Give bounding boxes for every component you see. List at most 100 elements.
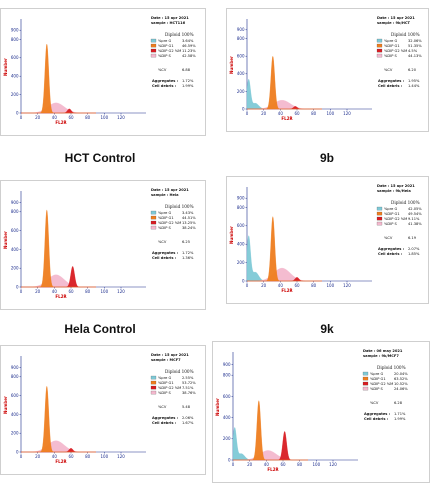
legend-value: 3.43% xyxy=(182,211,194,215)
legend-value: 46.59% xyxy=(182,44,196,48)
legend-value: 44.51% xyxy=(182,216,196,220)
model-text: Diploid 100% xyxy=(165,32,194,37)
legend-swatch xyxy=(362,371,369,376)
y-axis-label: Number xyxy=(3,396,8,414)
cell-debris-label: Cell debris : xyxy=(364,417,389,421)
aggregates-value: 2.07% xyxy=(408,247,420,251)
x-tick-label: 100 xyxy=(313,462,321,467)
cv-value: 6.25 xyxy=(182,240,190,244)
x-axis-label: FL2R xyxy=(55,459,66,464)
y-tick-label: 900 xyxy=(223,362,231,367)
y-tick-label: 0 xyxy=(16,449,19,454)
legend-value: 7.51% xyxy=(182,386,194,390)
x-tick-label: 0 xyxy=(232,462,235,467)
s-phase-area xyxy=(21,102,96,114)
y-tick-label: 200 xyxy=(11,92,19,97)
x-axis-label: FL2R xyxy=(55,120,66,125)
histogram-panel-mcf7: 0 200 400 600 800 900 0 20 40 60 80 100 120 FL2R Numbe… xyxy=(0,345,206,475)
date-text: Date : 15 apr 2021 xyxy=(377,16,415,20)
legend-label: %DIP G2 %M xyxy=(384,49,407,53)
y-tick-label: 400 xyxy=(223,415,231,420)
aggregates-label: Aggregates : xyxy=(364,412,391,416)
legend-swatch xyxy=(376,53,383,58)
legend-value: 38.76% xyxy=(182,391,196,395)
x-tick-label: 60 xyxy=(294,111,300,116)
legend-swatch xyxy=(150,390,157,395)
x-tick-label: 20 xyxy=(247,462,253,467)
legend-label: %DIP G1 xyxy=(158,216,174,220)
y-tick-label: 200 xyxy=(11,431,19,436)
histogram-panel-hct-control: 0 200 400 600 800 900 0 20 40 60 80 100 120 FL2R Numbe… xyxy=(0,8,206,136)
cv-label: %CV xyxy=(384,68,393,72)
y-tick-label: 900 xyxy=(11,28,19,33)
y-tick-label: 900 xyxy=(237,196,245,201)
sample-text: sample : 9b/HCT xyxy=(377,21,411,25)
legend-value: 11.23% xyxy=(182,49,196,53)
date-text: Date : 15 apr 2021 xyxy=(151,16,189,20)
y-axis-label: Number xyxy=(3,58,8,76)
histogram-panel-9k-mcf7: 0 200 400 600 800 900 0 20 40 60 80 100 120 FL2R Numbe… xyxy=(212,341,430,483)
legend-label: %DIP G1 xyxy=(370,377,386,381)
model-text: Diploid 100% xyxy=(391,32,420,37)
legend-value: 2.55% xyxy=(182,376,194,380)
y-tick-label: 900 xyxy=(237,27,245,32)
cell-debris-label: Cell debris : xyxy=(378,84,403,88)
x-tick-label: 100 xyxy=(101,289,109,294)
aggregates-label: Aggregates : xyxy=(378,247,405,251)
x-tick-label: 40 xyxy=(52,289,58,294)
y-tick-label: 400 xyxy=(11,74,19,79)
y-tick-label: 800 xyxy=(11,209,19,214)
legend-swatch xyxy=(150,43,157,48)
legend-value: 20.04% xyxy=(394,372,408,376)
y-tick-label: 600 xyxy=(11,55,19,60)
legend-swatch xyxy=(376,211,383,216)
y-tick-label: 200 xyxy=(11,266,19,271)
model-text: Diploid 100% xyxy=(377,365,406,370)
cv-value: 5.48 xyxy=(182,405,191,409)
legend-label: %DIP S xyxy=(384,54,398,58)
legend-value: 44.13% xyxy=(408,54,422,58)
y-tick-label: 800 xyxy=(237,36,245,41)
y-axis-label: Number xyxy=(229,226,234,244)
y-axis-label: Number xyxy=(215,398,220,416)
y-tick-label: 200 xyxy=(237,89,245,94)
legend-label: %pre G xyxy=(370,372,383,376)
cv-value: 6.20 xyxy=(408,68,417,72)
x-tick-label: 0 xyxy=(20,115,23,120)
y-tick-label: 0 xyxy=(228,457,231,462)
legend-value: 4.5% xyxy=(408,49,418,53)
x-tick-label: 20 xyxy=(35,454,41,459)
x-tick-label: 80 xyxy=(85,454,91,459)
legend-swatch xyxy=(376,48,383,53)
y-axis-label: Number xyxy=(3,231,8,249)
histogram-svg: 0 200 400 600 800 900 0 20 40 60 80 100 120 FL2R Numbe… xyxy=(229,16,422,121)
legend-swatch xyxy=(150,225,157,230)
x-tick-label: 60 xyxy=(68,454,74,459)
x-tick-label: 20 xyxy=(35,289,41,294)
legend-swatch xyxy=(150,48,157,53)
histogram-svg: 0 200 400 600 800 900 0 20 40 60 80 100 120 FL2R Numbe… xyxy=(215,349,408,472)
legend-value: 3.64% xyxy=(182,39,194,43)
legend-value: 41.38% xyxy=(408,222,422,226)
aggregates-value: 1.72% xyxy=(182,79,194,83)
x-tick-label: 40 xyxy=(52,115,58,120)
x-tick-label: 40 xyxy=(52,454,58,459)
y-tick-label: 600 xyxy=(223,394,231,399)
x-tick-label: 0 xyxy=(246,283,249,288)
cell-debris-label: Cell debris : xyxy=(152,256,177,260)
aggregates-value: 1.71% xyxy=(394,412,406,416)
y-tick-label: 200 xyxy=(223,436,231,441)
legend-swatch xyxy=(150,380,157,385)
legend-label: %DIP G1 xyxy=(158,44,174,48)
x-tick-label: 120 xyxy=(117,289,125,294)
s-phase-area xyxy=(21,274,96,288)
y-tick-label: 0 xyxy=(242,278,245,283)
legend-swatch xyxy=(150,220,157,225)
model-text: Diploid 100% xyxy=(165,369,194,374)
cell-debris-label: Cell debris : xyxy=(378,252,403,256)
date-text: Date : 15 apr 2021 xyxy=(151,188,189,192)
y-tick-label: 800 xyxy=(11,37,19,42)
y-tick-label: 900 xyxy=(11,200,19,205)
cell-debris-value: 1.67% xyxy=(182,421,194,425)
y-tick-label: 0 xyxy=(16,284,19,289)
